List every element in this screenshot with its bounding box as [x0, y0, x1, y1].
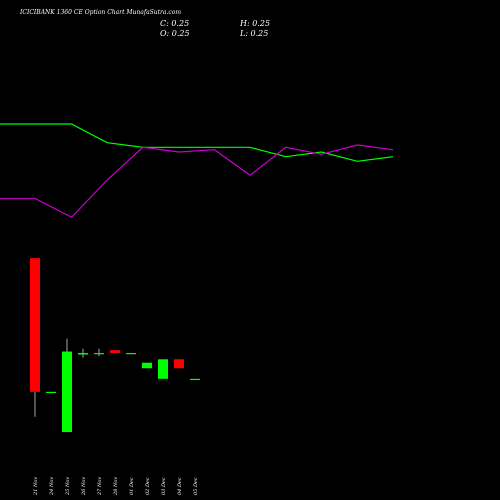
overlay-lines: [0, 123, 394, 219]
candle-body: [142, 362, 152, 369]
candle-body: [62, 351, 72, 433]
candle-body: [158, 359, 168, 379]
candle-body: [78, 353, 88, 355]
x-tick-label: 21 Nov: [33, 477, 39, 496]
overlay-line-2: [0, 144, 394, 219]
candle-body: [126, 353, 136, 355]
x-tick-label: 02 Dec: [145, 477, 151, 495]
low-label: L: 0.25: [239, 29, 268, 38]
candle-body: [174, 359, 184, 369]
close-label: C: 0.25: [160, 19, 189, 28]
candle-body: [190, 378, 200, 381]
candles: [30, 258, 200, 433]
candle-body: [94, 353, 104, 355]
x-axis-ticks: 21 Nov 24 Nov 25 Nov 26 Nov 27 Nov 28 Nov 01 D…: [33, 477, 199, 496]
x-tick-label: 24 Nov: [49, 477, 55, 496]
candle-body: [110, 350, 120, 354]
candle-body: [46, 391, 56, 394]
x-tick-label: 03 Dec: [161, 477, 167, 495]
candle-body: [30, 258, 40, 392]
x-tick-label: 04 Dec: [177, 477, 183, 495]
open-label: O: 0.25: [160, 29, 190, 38]
x-tick-label: 25 Nov: [65, 477, 71, 496]
x-tick-label: 27 Nov: [97, 477, 103, 496]
x-tick-label: 01 Dec: [129, 477, 135, 495]
overlay-line-1: [0, 123, 394, 162]
x-tick-label: 05 Dec: [193, 477, 199, 495]
chart-title: ICICIBANK 1360 CE Option Chart MunafaSut…: [19, 9, 181, 16]
x-tick-label: 26 Nov: [81, 477, 87, 496]
high-label: H: 0.25: [239, 19, 270, 28]
x-tick-label: 28 Nov: [113, 477, 119, 496]
